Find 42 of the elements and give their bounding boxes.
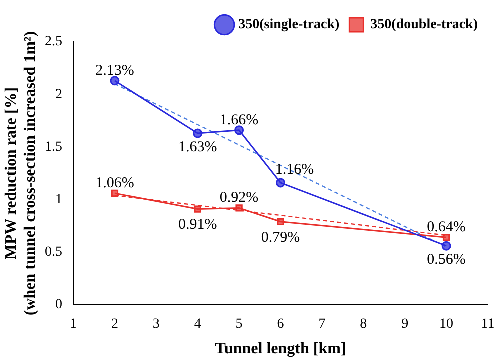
x-tick-label: 5: [236, 317, 243, 332]
x-axis-title: Tunnel length [km]: [215, 340, 346, 358]
y-tick-label: 1: [56, 192, 62, 208]
point: [442, 241, 452, 251]
x-tick-label: 7: [318, 317, 326, 332]
point: [193, 128, 203, 138]
data-label: 0.91%: [178, 217, 218, 234]
y-tick-label: 1.5: [45, 140, 62, 155]
x-tick-label: 2: [111, 317, 118, 332]
data-label: 0.64%: [427, 220, 466, 236]
data-label: 1.63%: [178, 139, 218, 156]
point: [277, 218, 284, 226]
point: [442, 234, 450, 242]
point: [111, 190, 119, 198]
x-tick-label: 10: [440, 317, 454, 332]
legend-label: 350(double-track): [370, 18, 478, 33]
point: [194, 206, 202, 213]
data-label: 1.06%: [96, 175, 134, 192]
data-label: 1.66%: [220, 112, 259, 128]
x-tick-label: 6: [277, 317, 284, 332]
point: [276, 178, 286, 188]
point: [110, 76, 120, 86]
data-label: 0.79%: [261, 230, 300, 246]
x-tick-label: 11: [481, 317, 495, 332]
x-tick-label: 3: [152, 317, 160, 332]
x-tick-label: 1: [70, 317, 77, 332]
y-tick-label: 2.5: [45, 34, 62, 50]
point: [236, 204, 243, 212]
data-label: 1.16%: [275, 162, 314, 178]
point: [234, 126, 244, 136]
x-tick-label: 8: [360, 317, 368, 332]
y-axis-title: MPW reduction rate [%]: [3, 87, 20, 260]
y-tick-label: 2: [56, 87, 62, 102]
x-tick-label: 4: [194, 317, 202, 332]
data-label: 2.13%: [96, 62, 134, 79]
x-tick-label: 9: [402, 317, 409, 332]
y-tick-label: 0: [56, 298, 62, 313]
data-label: 0.92%: [220, 190, 259, 206]
y2-axis-title: (when tunnel cross-section increased 1m²): [22, 31, 40, 316]
data-label: 0.56%: [427, 252, 466, 268]
legend-label: 350(single-track): [238, 18, 340, 33]
y-tick-label: 0.5: [45, 245, 62, 260]
